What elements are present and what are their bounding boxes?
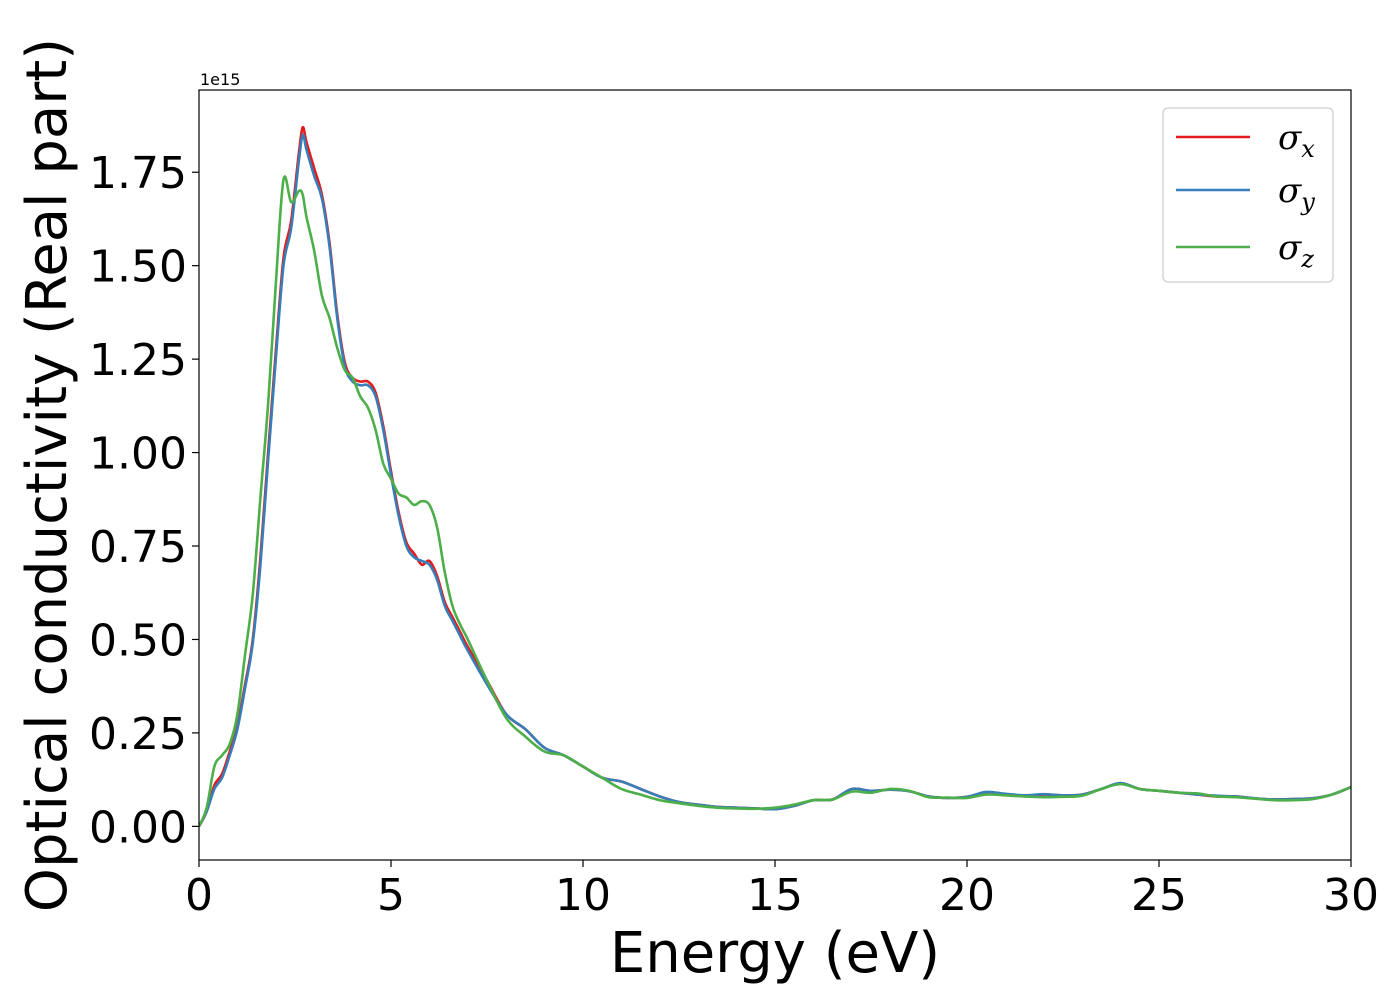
x-tick-label: 10 (555, 870, 611, 921)
legend-label-y: σy (1278, 171, 1315, 216)
x-tick-label: 15 (747, 870, 803, 921)
x-tick-label: 5 (377, 870, 405, 921)
legend-label-z: σz (1278, 228, 1314, 273)
x-tick-label: 30 (1323, 870, 1379, 921)
y-tick-label: 0.50 (89, 615, 187, 666)
y-axis-label: Optical conductivity (Real part) (15, 38, 80, 912)
y-tick-label: 0.75 (89, 522, 187, 573)
y-tick-label: 0.00 (89, 802, 187, 853)
y-offset-label: 1e15 (200, 70, 240, 89)
series-line-z (199, 175, 1351, 827)
series-layer (199, 125, 1351, 827)
x-axis: 0 5 10 15 20 25 30 (185, 860, 1379, 921)
y-tick-label: 1.75 (89, 148, 187, 199)
y-tick-label: 1.25 (89, 335, 187, 386)
y-axis: 0.00 0.25 0.50 0.75 1.00 1.25 1.50 1.75 (89, 148, 199, 853)
x-axis-label: Energy (eV) (610, 921, 940, 986)
x-tick-label: 0 (185, 870, 213, 921)
legend-frame (1162, 107, 1334, 283)
legend-label-x: σx (1278, 118, 1315, 163)
y-tick-label: 0.25 (89, 709, 187, 760)
legend: σx σy σz (1162, 107, 1334, 283)
x-tick-label: 20 (939, 870, 995, 921)
y-tick-label: 1.00 (89, 429, 187, 480)
x-tick-label: 25 (1131, 870, 1187, 921)
y-tick-label: 1.50 (89, 242, 187, 293)
